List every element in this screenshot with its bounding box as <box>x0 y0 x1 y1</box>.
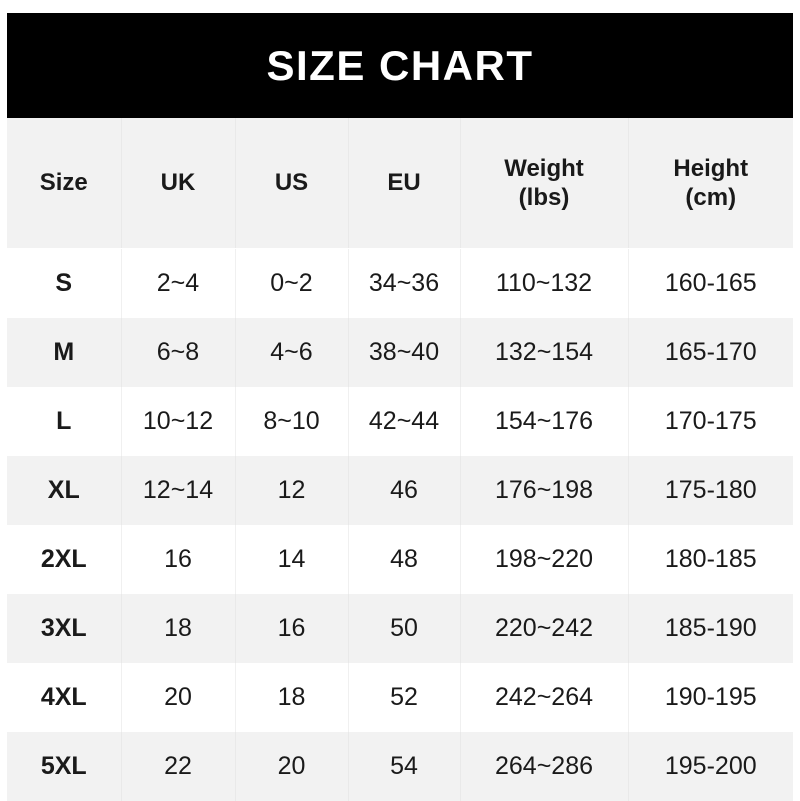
column-header-weight: Weight (lbs) <box>460 118 629 249</box>
cell-size: S <box>7 248 122 318</box>
cell-height: 190-195 <box>664 682 757 711</box>
cell-weight: 198~220 <box>460 524 629 594</box>
table-row: M 6~8 4~6 38~40 132~154 165-170 <box>7 317 793 387</box>
table-row: XL 12~14 12 46 176~198 175-180 <box>7 455 793 525</box>
column-header-weight-line1: Weight <box>504 154 584 182</box>
table-row: 4XL 20 18 52 242~264 190-195 <box>7 662 793 732</box>
cell-uk: 10~12 <box>121 386 236 456</box>
cell-eu: 48 <box>348 524 461 594</box>
cell-uk: 18 <box>121 593 236 663</box>
cell-size: 2XL <box>7 524 122 594</box>
cell-us: 8~10 <box>235 386 349 456</box>
table-body: S 2~4 0~2 34~36 110~132 160-165 M 6~8 4~… <box>7 248 793 801</box>
cell-us: 4~6 <box>235 317 349 387</box>
size-chart-table: Size UK US EU Weight (lbs) <box>7 118 793 801</box>
cell-eu: 46 <box>348 455 461 525</box>
cell-eu: 38~40 <box>348 317 461 387</box>
cell-size: 4XL <box>7 662 122 732</box>
cell-us: 18 <box>235 662 349 732</box>
cell-uk: 20 <box>121 662 236 732</box>
column-header-height-line2: (cm) <box>685 184 737 211</box>
cell-height: 180-185 <box>664 544 757 573</box>
column-header-eu-line1: EU <box>387 169 421 197</box>
cell-height: 165-170 <box>664 337 757 366</box>
cell-weight: 132~154 <box>460 317 629 387</box>
cell-us: 20 <box>235 731 349 801</box>
cell-us: 0~2 <box>235 248 349 318</box>
table-row: L 10~12 8~10 42~44 154~176 170-175 <box>7 386 793 456</box>
cell-us: 16 <box>235 593 349 663</box>
cell-uk: 16 <box>121 524 236 594</box>
column-header-uk-line1: UK <box>160 169 196 197</box>
column-header-height-line1: Height <box>673 154 749 182</box>
column-header-uk: UK <box>121 118 236 249</box>
cell-eu: 52 <box>348 662 461 732</box>
cell-size: XL <box>7 455 122 525</box>
cell-weight: 264~286 <box>460 731 629 801</box>
column-header-weight-line2: (lbs) <box>518 184 570 211</box>
cell-weight: 176~198 <box>460 455 629 525</box>
table-row: 3XL 18 16 50 220~242 185-190 <box>7 593 793 663</box>
column-header-eu: EU <box>348 118 461 249</box>
cell-height: 170-175 <box>664 406 757 435</box>
column-header-size-line1: Size <box>39 169 88 197</box>
cell-height: 195-200 <box>664 751 757 780</box>
cell-size: 3XL <box>7 593 122 663</box>
table-row: 2XL 16 14 48 198~220 180-185 <box>7 524 793 594</box>
cell-uk: 22 <box>121 731 236 801</box>
header-row: Size UK US EU Weight (lbs) <box>7 118 793 249</box>
cell-size: L <box>7 386 122 456</box>
cell-height: 160-165 <box>664 268 757 297</box>
column-header-us: US <box>235 118 349 249</box>
column-header-us-line1: US <box>274 169 309 197</box>
table-header: Size UK US EU Weight (lbs) <box>7 118 793 249</box>
cell-uk: 6~8 <box>121 317 236 387</box>
cell-weight: 110~132 <box>460 248 629 318</box>
cell-height: 185-190 <box>664 613 757 642</box>
cell-eu: 34~36 <box>348 248 461 318</box>
table-row: 5XL 22 20 54 264~286 195-200 <box>7 731 793 801</box>
cell-eu: 50 <box>348 593 461 663</box>
size-chart-container: SIZE CHART Size UK US <box>7 13 793 801</box>
cell-uk: 12~14 <box>121 455 236 525</box>
title-banner: SIZE CHART <box>7 13 793 118</box>
column-header-height: Height (cm) <box>628 118 793 249</box>
cell-size: 5XL <box>7 731 122 801</box>
cell-weight: 220~242 <box>460 593 629 663</box>
cell-us: 14 <box>235 524 349 594</box>
cell-height: 175-180 <box>664 475 757 504</box>
page-title: SIZE CHART <box>266 41 534 89</box>
cell-weight: 242~264 <box>460 662 629 732</box>
cell-eu: 54 <box>348 731 461 801</box>
cell-eu: 42~44 <box>348 386 461 456</box>
cell-size: M <box>7 317 122 387</box>
table-row: S 2~4 0~2 34~36 110~132 160-165 <box>7 248 793 318</box>
cell-weight: 154~176 <box>460 386 629 456</box>
cell-uk: 2~4 <box>121 248 236 318</box>
cell-us: 12 <box>235 455 349 525</box>
column-header-size: Size <box>7 118 122 249</box>
